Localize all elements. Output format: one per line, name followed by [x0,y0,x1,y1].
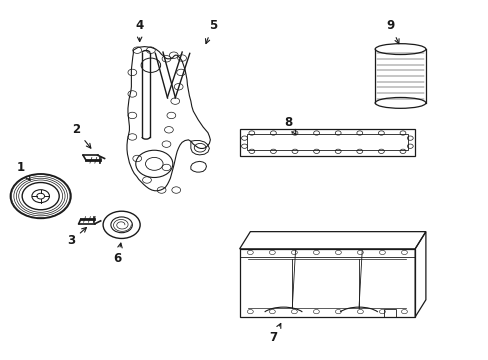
Text: 9: 9 [386,19,398,44]
Text: 5: 5 [205,19,217,44]
Text: 2: 2 [72,123,91,148]
Text: 8: 8 [284,116,296,135]
Text: 4: 4 [135,19,143,41]
Text: 7: 7 [269,324,280,344]
Text: 1: 1 [17,161,30,180]
Text: 3: 3 [67,228,86,247]
Text: 6: 6 [113,243,122,265]
